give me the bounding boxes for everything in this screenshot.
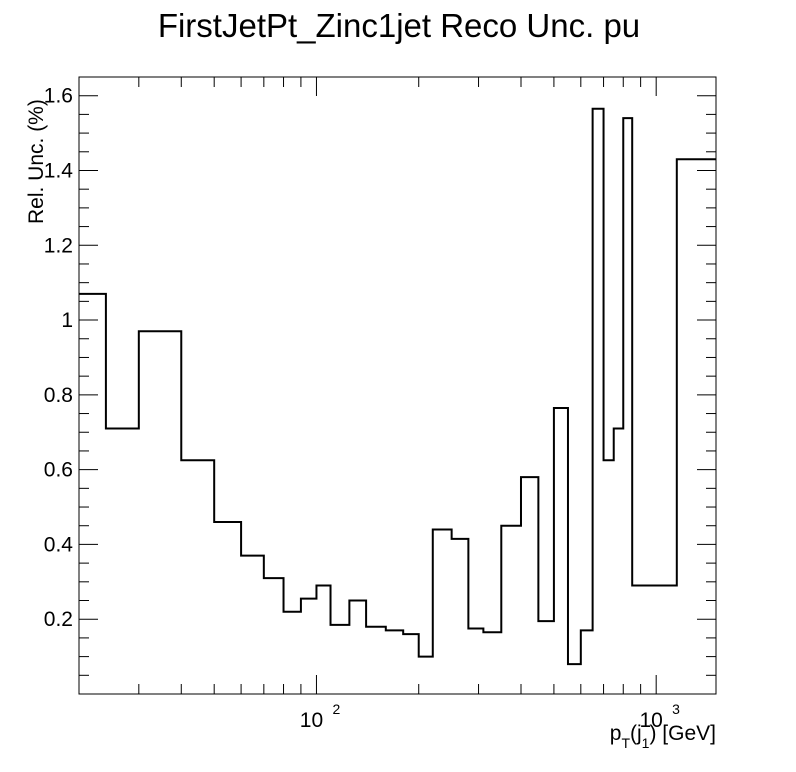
y-tick-label: 1.6 xyxy=(44,85,73,108)
y-tick-label: 0.4 xyxy=(44,533,74,556)
y-tick-label: 1.4 xyxy=(44,159,74,182)
x-axis-ticks xyxy=(78,77,657,694)
y-tick-label: 1.2 xyxy=(44,234,73,257)
x-tick-label-exponent: 2 xyxy=(332,701,340,717)
x-axis-title: pT(j1) [GeV] xyxy=(610,722,716,751)
x-tick-label-exponent: 3 xyxy=(672,701,680,717)
y-tick-label: 0.2 xyxy=(44,608,73,631)
plot-frame xyxy=(78,76,717,695)
y-axis-ticks xyxy=(79,95,716,676)
y-tick-label: 0.6 xyxy=(44,459,73,482)
y-tick-label: 0.8 xyxy=(44,384,73,407)
chart-title: FirstJetPt_Zinc1jet Reco Unc. pu xyxy=(158,7,640,44)
x-tick-label: 10 xyxy=(639,709,662,732)
histogram-series-line xyxy=(79,107,716,666)
x-axis-tick-labels: 10 2 10 3 xyxy=(300,701,680,732)
y-tick-label: 1 xyxy=(61,309,73,332)
y-axis-title: Rel. Unc. (%) xyxy=(25,99,48,224)
x-tick-label: 10 xyxy=(300,709,323,732)
y-axis-tick-labels: 0.2 0.4 0.6 0.8 1 1.2 1.4 1.6 xyxy=(44,85,74,632)
